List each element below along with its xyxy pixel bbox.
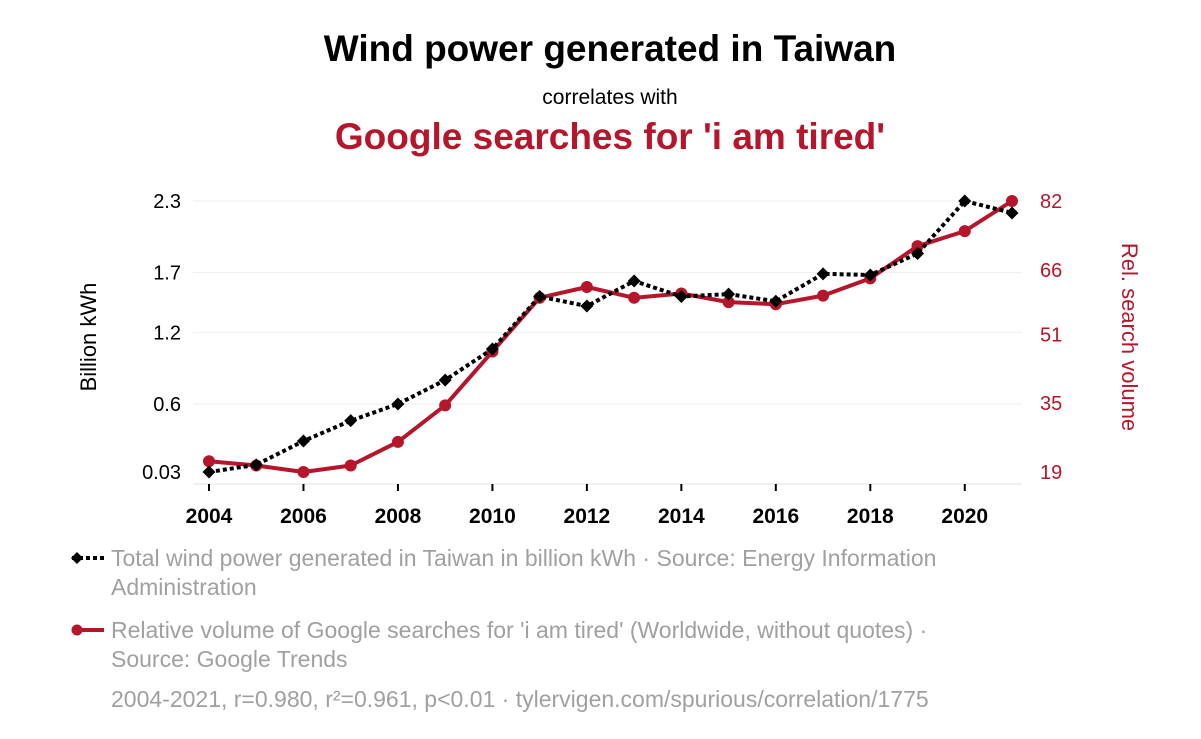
y-tick-label: 1.7	[153, 263, 181, 285]
search-volume-point	[817, 289, 830, 302]
legend-label-wind-power: Total wind power generated in Taiwan in …	[111, 545, 937, 600]
x-tick-label: 2020	[941, 505, 988, 528]
wind-power-point	[674, 290, 688, 304]
x-tick-label: 2004	[186, 505, 233, 528]
search-volume-point	[628, 291, 641, 304]
y-axis-ticks: 0.03 0.6 1.2 1.7 2.3	[142, 191, 181, 484]
search-volume-point	[722, 296, 735, 309]
wind-power-point	[249, 458, 263, 472]
chart-title: Wind power generated in Taiwan	[323, 28, 897, 69]
legend-label-search-volume: Relative volume of Google searches for '…	[111, 617, 928, 672]
x-axis-ticks: 2004 2006 2008 2010 2012 2014 2016 2018 2020	[186, 484, 988, 528]
x-tick-label: 2018	[847, 505, 894, 528]
search-volume-point	[344, 459, 357, 472]
y2-tick-label: 51	[1040, 324, 1062, 346]
dotted-diamond-swatch-icon	[71, 552, 104, 564]
wind-power-point	[722, 287, 736, 301]
search-volume-point	[439, 399, 452, 412]
chart-subtitle: correlates with	[542, 86, 678, 109]
y-tick-label: 0.03	[142, 462, 181, 484]
y2-tick-label: 66	[1040, 260, 1062, 282]
chart-title-secondary: Google searches for 'i am tired'	[334, 116, 886, 157]
wind-power-point	[816, 267, 830, 281]
wind-power-point	[202, 465, 216, 479]
search-volume-point	[203, 455, 215, 468]
wind-power-point	[863, 268, 877, 282]
wind-power-line	[208, 199, 1013, 474]
series-wind-power	[202, 194, 1019, 479]
y-axis-label: Billion kWh	[76, 283, 101, 392]
search-volume-point	[580, 281, 593, 294]
wind-power-point	[485, 342, 499, 356]
wind-power-point	[391, 397, 405, 411]
wind-power-point	[1005, 206, 1019, 220]
y-tick-label: 0.6	[153, 394, 181, 416]
x-tick-label: 2006	[280, 505, 327, 528]
y2-tick-label: 19	[1040, 462, 1062, 484]
wind-power-point	[438, 373, 452, 387]
x-tick-label: 2016	[752, 505, 799, 528]
wind-power-point	[296, 434, 310, 448]
wind-power-point	[627, 274, 641, 288]
y2-axis-ticks: 19 35 51 66 82	[1040, 191, 1062, 484]
search-volume-point	[1006, 195, 1018, 207]
x-tick-label: 2010	[469, 505, 516, 528]
search-volume-point	[391, 435, 404, 448]
series-search-volume	[203, 195, 1018, 478]
search-volume-point	[297, 466, 310, 478]
line-chart: 0.03 0.6 1.2 1.7 2.3 19 35 51 66 82 2004 2006 2008…	[76, 191, 1142, 528]
wind-power-point	[958, 194, 972, 208]
wind-power-point	[769, 294, 783, 308]
x-tick-label: 2012	[564, 505, 611, 528]
legend-item-search-volume: Relative volume of Google searches for '…	[70, 616, 950, 676]
footer-note: 2004-2021, r=0.980, r²=0.961, p<0.01 · t…	[111, 686, 929, 712]
search-volume-point	[958, 225, 971, 238]
legend-item-wind-power: Total wind power generated in Taiwan in …	[70, 544, 950, 604]
y2-tick-label: 35	[1040, 393, 1062, 415]
y-tick-label: 1.2	[153, 322, 181, 344]
wind-power-point	[344, 414, 358, 428]
y2-axis-label: Rel. search volume	[1117, 243, 1142, 431]
wind-power-point	[911, 247, 925, 261]
x-tick-label: 2008	[375, 505, 422, 528]
wind-power-point	[533, 290, 547, 304]
y2-tick-label: 82	[1040, 191, 1062, 213]
y-tick-label: 2.3	[153, 191, 181, 213]
wind-power-point	[580, 299, 594, 313]
line-circle-swatch-icon	[71, 624, 104, 636]
gridlines	[193, 200, 1022, 405]
x-tick-label: 2014	[658, 505, 705, 528]
